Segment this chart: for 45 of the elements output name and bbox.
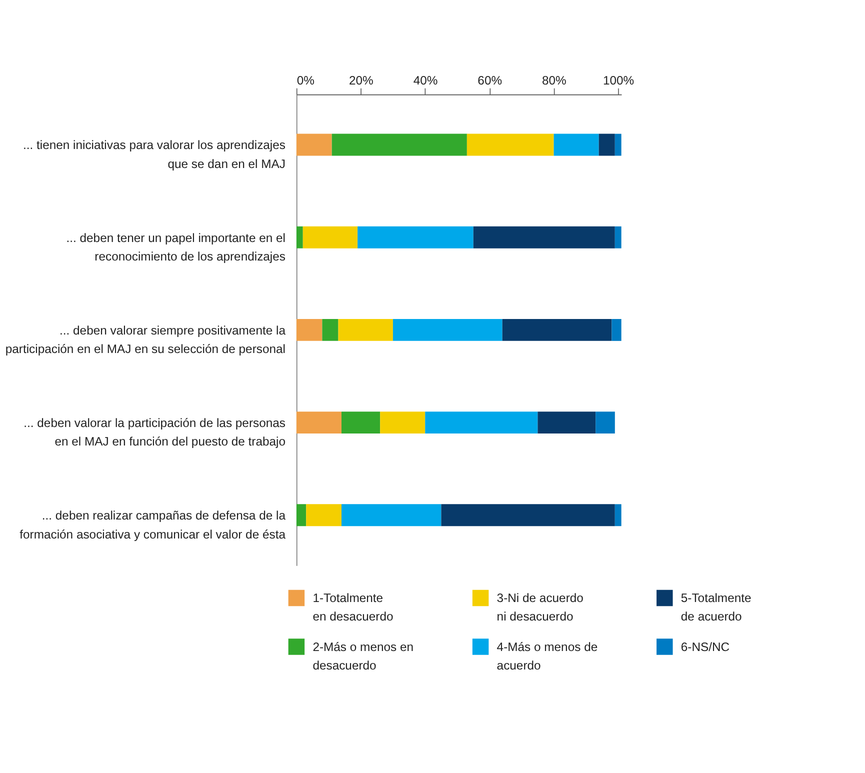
bar [302, 226, 358, 248]
bar [614, 226, 622, 248]
bar [358, 226, 474, 248]
bar [341, 412, 380, 434]
y-tick-label: ... deben valorar siempre positivamente la participación en el MAJ en su selección de personal [5, 323, 286, 356]
bar [296, 226, 303, 248]
bar [612, 318, 622, 341]
bar [296, 504, 306, 526]
legend-label: 2-Más o menos en desacuerdo [312, 640, 414, 672]
bar [596, 412, 615, 434]
x-tick-label: 60% [478, 73, 502, 88]
bar [332, 134, 467, 156]
bar [554, 134, 599, 156]
x-tick-label: 80% [542, 73, 567, 88]
bar [614, 504, 622, 526]
legend-label: 1-Totalmente en desacuerdo [312, 591, 394, 624]
x-tick-label: 40% [413, 73, 438, 88]
legend-label: 6-NS/NC [680, 640, 730, 654]
bar [296, 318, 322, 341]
bar [380, 412, 426, 434]
bar [614, 134, 622, 156]
bar [306, 504, 342, 526]
bar [338, 318, 393, 341]
bar [322, 318, 338, 341]
legend-label: 4-Más o menos de acuerdo [496, 640, 598, 672]
y-tick-label: ... deben valorar la participación de las personas en el MAJ en función del puesto de trabajo [24, 416, 286, 449]
bar [473, 226, 615, 248]
bar [502, 318, 612, 341]
legend-label: 5-Totalmente de acuerdo [680, 591, 752, 624]
x-tick-label: 20% [349, 73, 374, 88]
x-tick-label: 0% [296, 73, 315, 88]
bar [341, 504, 442, 526]
y-tick-label: ... deben realizar campañas de defensa de la formación asociativa y comunicar el valor de ésta [20, 508, 286, 542]
legend-label: 3-Ni de acuerdo ni desacuerdo [496, 591, 584, 624]
y-tick-label: ... deben tener un papel importante en el reconocimiento de los aprendizajes [66, 230, 286, 264]
bar [296, 134, 332, 156]
bar [598, 134, 615, 156]
y-tick-label: ... tienen iniciativas para valorar los aprendizajes que se dan en el MAJ [22, 138, 286, 171]
bar [538, 412, 596, 434]
bar [296, 412, 342, 434]
bar [392, 318, 502, 341]
bar [441, 504, 615, 526]
x-tick-label: 100% [602, 73, 634, 88]
bar [425, 412, 538, 434]
bar [466, 134, 554, 156]
